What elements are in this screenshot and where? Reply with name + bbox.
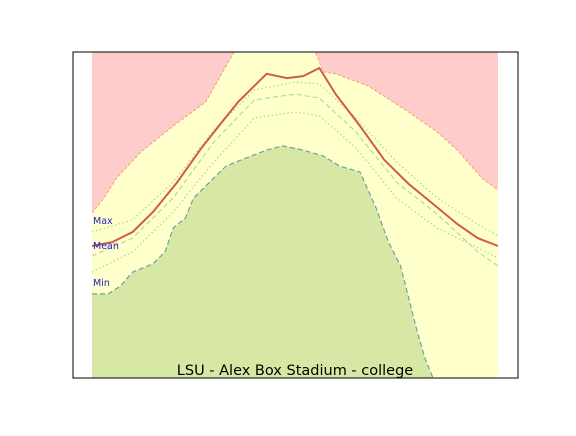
- dotted-line-lower: [91, 111, 499, 273]
- annotation-max: Max: [93, 216, 113, 227]
- mean-line: [91, 66, 499, 247]
- record-upper-edge: [91, 52, 499, 214]
- min-upper-edge: [92, 145, 434, 378]
- dotted-line-upper: [91, 81, 499, 237]
- min-band: [92, 145, 434, 378]
- record-band: [92, 52, 498, 213]
- chart-title: LSU - Alex Box Stadium - college: [177, 363, 414, 379]
- dashed-line: [91, 93, 499, 267]
- plot-layer: [91, 52, 499, 378]
- annotation-min: Min: [93, 278, 110, 289]
- annotation-mean: Mean: [93, 241, 119, 252]
- label-layer: Max Mean Min: [93, 216, 119, 289]
- plot-frame: [72, 51, 519, 379]
